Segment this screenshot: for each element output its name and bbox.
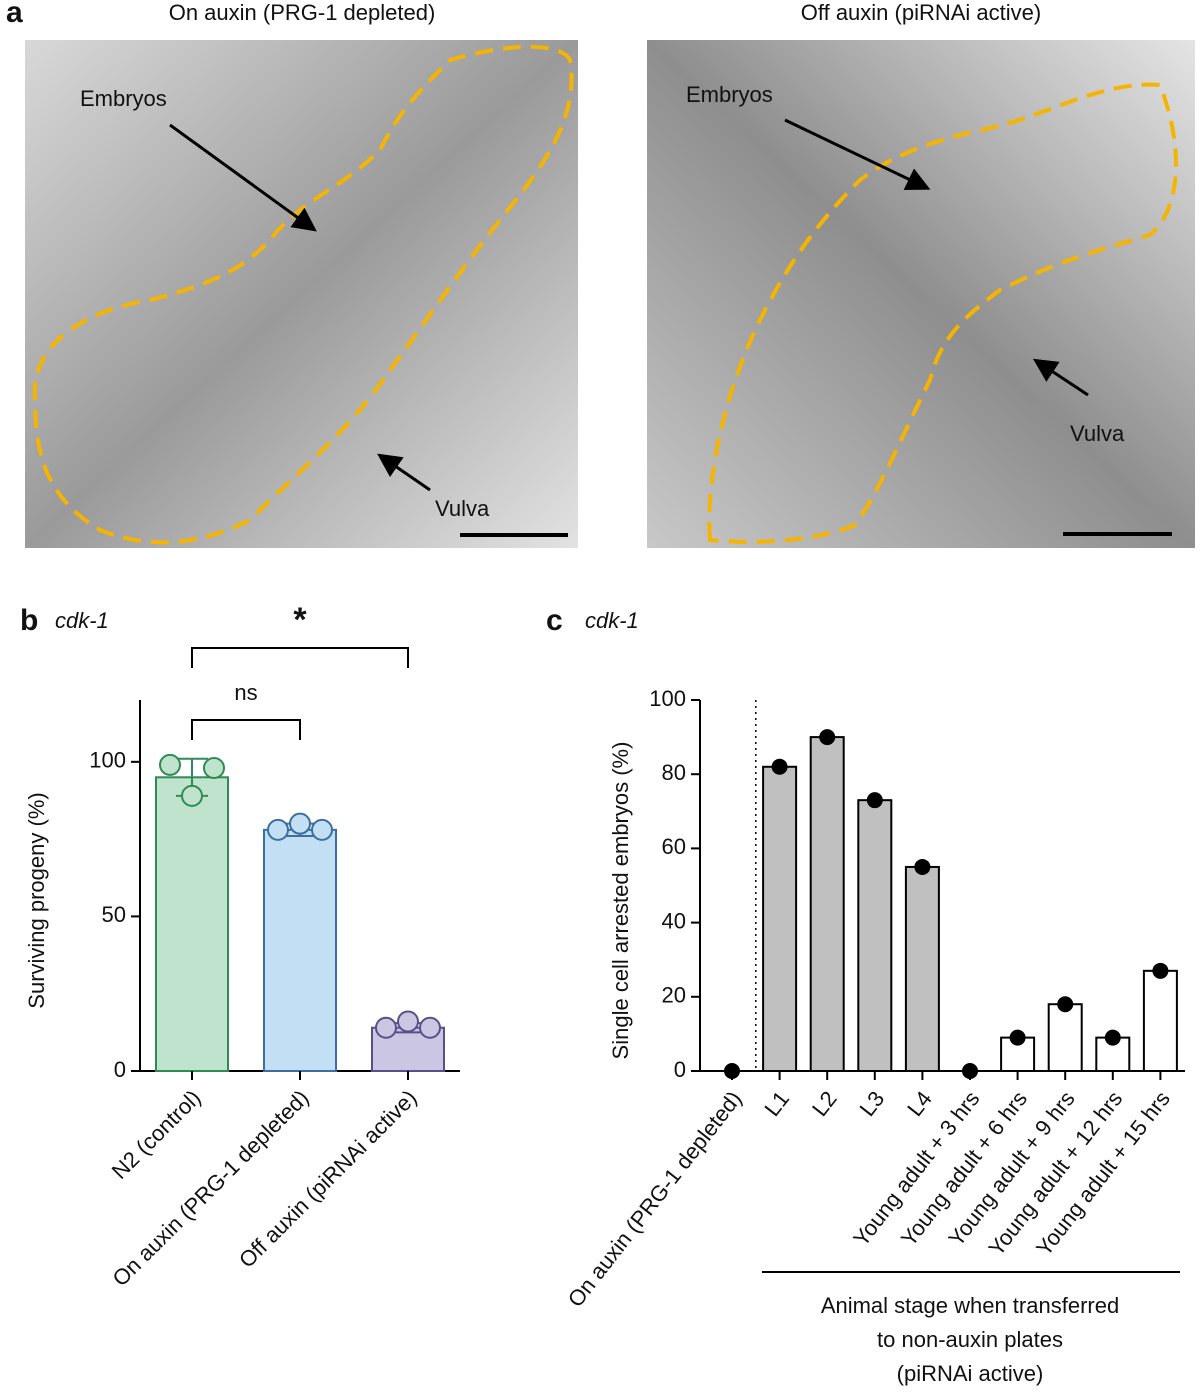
y-tick-label: 60 bbox=[662, 834, 686, 859]
micrograph bbox=[25, 40, 578, 548]
data-point bbox=[962, 1063, 978, 1079]
image-title: Off auxin (piRNAi active) bbox=[801, 0, 1041, 25]
outline bbox=[707, 82, 1178, 544]
chart-title: cdk-1 bbox=[55, 608, 109, 633]
group-label: (piRNAi active) bbox=[897, 1361, 1044, 1386]
y-tick-label: 20 bbox=[662, 983, 686, 1008]
bar bbox=[1142, 969, 1178, 1073]
arrow bbox=[377, 453, 431, 492]
panel-a: a On auxin (PRG-1 depleted) Off auxin (p… bbox=[6, 0, 1195, 548]
data-point bbox=[724, 1063, 740, 1079]
y-tick-label: 80 bbox=[662, 760, 686, 785]
x-tick-label: L4 bbox=[902, 1086, 937, 1121]
y-tick-label: 100 bbox=[649, 686, 686, 711]
x-tick-label: L3 bbox=[855, 1086, 890, 1121]
annotation: Embryos bbox=[80, 86, 167, 111]
bar bbox=[155, 776, 229, 1073]
data-point bbox=[203, 757, 225, 780]
data-point bbox=[771, 758, 788, 775]
significance-label: ns bbox=[234, 680, 257, 705]
data-point bbox=[914, 858, 931, 875]
data-point bbox=[1057, 996, 1074, 1013]
x-tick-label: On auxin (PRG-1 depleted) bbox=[563, 1086, 747, 1311]
x-tick-label: Off auxin (piRNAi active) bbox=[234, 1085, 422, 1273]
y-tick-label: 50 bbox=[102, 902, 126, 927]
data-point bbox=[1009, 1029, 1026, 1046]
data-point bbox=[267, 818, 289, 841]
significance-label: * bbox=[293, 601, 307, 639]
x-tick-label: L2 bbox=[807, 1086, 842, 1121]
y-axis-label: Surviving progeny (%) bbox=[24, 792, 49, 1008]
group-label: to non-auxin plates bbox=[877, 1327, 1063, 1352]
y-tick-label: 40 bbox=[662, 908, 686, 933]
y-axis-label: Single cell arrested embryos (%) bbox=[608, 742, 633, 1060]
panel-label: b bbox=[20, 604, 38, 637]
bar bbox=[904, 865, 940, 1073]
bar bbox=[857, 799, 893, 1072]
y-tick-label: 0 bbox=[114, 1057, 126, 1082]
chart-title: cdk-1 bbox=[585, 608, 639, 633]
bar bbox=[762, 765, 798, 1073]
data-point bbox=[819, 729, 836, 746]
arrow bbox=[1032, 358, 1089, 397]
data-point bbox=[397, 1010, 419, 1033]
data-point bbox=[159, 753, 181, 776]
x-tick-label: L1 bbox=[759, 1086, 794, 1121]
image-title: On auxin (PRG-1 depleted) bbox=[169, 0, 436, 25]
arrow bbox=[169, 123, 317, 232]
bar bbox=[1047, 1003, 1083, 1072]
annotation: Vulva bbox=[435, 496, 490, 521]
annotation: Vulva bbox=[1070, 421, 1125, 446]
significance-bracket bbox=[191, 719, 301, 740]
panel-label: a bbox=[6, 0, 23, 29]
data-point bbox=[311, 818, 333, 841]
data-point bbox=[1104, 1029, 1121, 1046]
bar bbox=[809, 736, 845, 1072]
x-tick-label: On auxin (PRG-1 depleted) bbox=[107, 1085, 313, 1291]
group-label: Animal stage when transferred bbox=[821, 1293, 1119, 1318]
data-point bbox=[866, 792, 883, 809]
data-point bbox=[375, 1016, 397, 1039]
panel-label: c bbox=[546, 604, 563, 637]
significance-bracket bbox=[191, 647, 409, 668]
annotation: Embryos bbox=[686, 82, 773, 107]
micrograph bbox=[647, 40, 1195, 548]
bar bbox=[263, 828, 337, 1072]
data-point bbox=[1152, 962, 1169, 979]
data-point bbox=[181, 784, 203, 807]
data-point bbox=[419, 1016, 441, 1039]
data-point bbox=[289, 812, 311, 835]
y-tick-label: 0 bbox=[674, 1057, 686, 1082]
y-tick-label: 100 bbox=[89, 748, 126, 773]
arrow bbox=[784, 118, 931, 191]
x-tick-label: N2 (control) bbox=[107, 1085, 206, 1184]
